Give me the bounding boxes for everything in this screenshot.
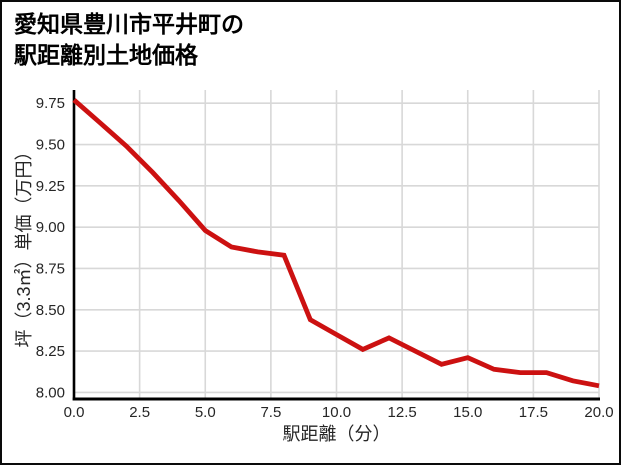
y-tick-label: 9.00 <box>36 219 65 236</box>
y-tick-label: 9.25 <box>36 178 65 195</box>
x-tick-label: 2.5 <box>129 404 150 421</box>
y-tick-label: 9.75 <box>36 95 65 112</box>
y-tick-label: 8.50 <box>36 302 65 319</box>
x-tick-label: 7.5 <box>260 404 281 421</box>
y-tick-labels: 8.00 8.25 8.50 8.75 9.00 9.25 9.50 9.75 <box>36 95 65 401</box>
chart-title-line-2: 駅距離別土地価格 <box>14 42 198 68</box>
x-tick-label: 15.0 <box>453 404 482 421</box>
y-tick-label: 8.00 <box>36 384 65 401</box>
chart-title: 愛知県豊川市平井町の 駅距離別土地価格 <box>14 9 244 71</box>
y-tick-label: 9.50 <box>36 137 65 154</box>
price-line <box>72 98 600 389</box>
y-axis-label: 坪（3.3㎡）単価（万円） <box>14 142 34 348</box>
chart-title-line-1: 愛知県豊川市平井町の <box>14 11 244 37</box>
x-tick-label: 10.0 <box>322 404 351 421</box>
x-tick-label: 5.0 <box>195 404 216 421</box>
x-tick-label: 17.5 <box>519 404 548 421</box>
x-axis-label: 駅距離（分） <box>282 424 391 444</box>
x-tick-label: 0.0 <box>64 404 85 421</box>
gridlines <box>73 90 600 399</box>
y-tick-label: 8.75 <box>36 260 65 277</box>
x-tick-label: 20.0 <box>584 404 613 421</box>
x-tick-labels: 0.0 2.5 5.0 7.5 10.0 12.5 15.0 17.5 20.0 <box>64 404 614 421</box>
y-tick-label: 8.25 <box>36 343 65 360</box>
x-tick-label: 12.5 <box>388 404 417 421</box>
